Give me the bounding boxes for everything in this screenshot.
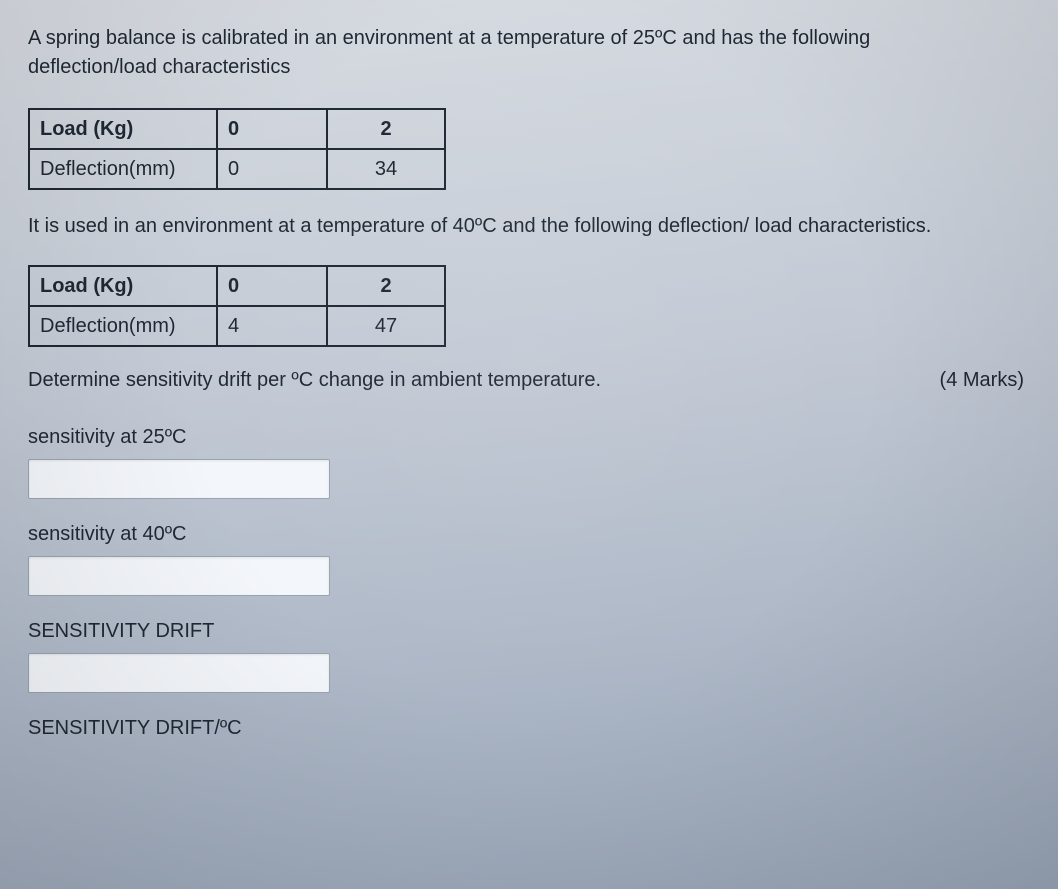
row-label-deflection: Deflection(mm) [29, 306, 217, 346]
input-sensitivity-40[interactable] [28, 556, 330, 596]
cell-deflection-1: 34 [327, 149, 445, 189]
question-row: Determine sensitivity drift per ºC chang… [28, 369, 1030, 392]
table-row: Load (Kg) 0 2 [29, 109, 445, 149]
label-sensitivity-drift: SENSITIVITY DRIFT [28, 620, 1030, 643]
table-40c: Load (Kg) 0 2 Deflection(mm) 4 47 [28, 265, 446, 347]
mid-text: It is used in an environment at a temper… [28, 212, 1030, 241]
row-label-load: Load (Kg) [29, 266, 217, 306]
field-sensitivity-drift: SENSITIVITY DRIFT [28, 620, 1030, 693]
row-label-load: Load (Kg) [29, 109, 217, 149]
field-sensitivity-40: sensitivity at 40ºC [28, 523, 1030, 596]
label-sensitivity-40: sensitivity at 40ºC [28, 523, 1030, 546]
intro-line-2: deflection/load characteristics [28, 56, 290, 78]
cell-deflection-0: 0 [217, 149, 327, 189]
field-sensitivity-drift-per-c: SENSITIVITY DRIFT/ºC [28, 717, 1030, 740]
cell-load-0: 0 [217, 109, 327, 149]
table-25c: Load (Kg) 0 2 Deflection(mm) 0 34 [28, 108, 446, 190]
label-sensitivity-25: sensitivity at 25ºC [28, 426, 1030, 449]
table-row: Deflection(mm) 0 34 [29, 149, 445, 189]
cell-load-0: 0 [217, 266, 327, 306]
input-sensitivity-25[interactable] [28, 459, 330, 499]
cell-load-1: 2 [327, 109, 445, 149]
cell-load-1: 2 [327, 266, 445, 306]
intro-text: A spring balance is calibrated in an env… [28, 24, 1030, 82]
question-text: Determine sensitivity drift per ºC chang… [28, 369, 601, 392]
label-sensitivity-drift-per-c: SENSITIVITY DRIFT/ºC [28, 717, 1030, 740]
input-sensitivity-drift[interactable] [28, 653, 330, 693]
table-row: Deflection(mm) 4 47 [29, 306, 445, 346]
marks-label: (4 Marks) [940, 369, 1024, 392]
table-row: Load (Kg) 0 2 [29, 266, 445, 306]
row-label-deflection: Deflection(mm) [29, 149, 217, 189]
cell-deflection-1: 47 [327, 306, 445, 346]
intro-line-1: A spring balance is calibrated in an env… [28, 27, 870, 49]
field-sensitivity-25: sensitivity at 25ºC [28, 426, 1030, 499]
cell-deflection-0: 4 [217, 306, 327, 346]
